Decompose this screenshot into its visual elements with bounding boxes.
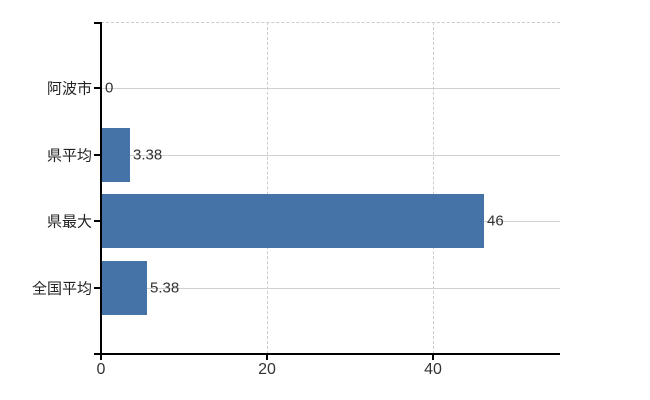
bar[interactable]: [102, 261, 147, 315]
x-gridline: [433, 22, 434, 354]
x-axis-tick-label: 40: [424, 361, 442, 378]
x-axis-tick-label: 0: [96, 361, 106, 378]
category-gridline: [101, 155, 560, 156]
x-axis-tick: [266, 354, 268, 360]
bar[interactable]: [102, 194, 484, 248]
y-axis-category-label: 県平均: [46, 147, 92, 165]
y-axis-line: [100, 22, 102, 354]
x-axis-tick: [432, 354, 434, 360]
y-axis-category-label: 県最大: [46, 213, 92, 231]
bar-value-label: 0: [105, 79, 114, 97]
category-gridline: [101, 88, 560, 89]
x-axis-tick-label: 20: [258, 361, 276, 378]
y-axis-tick: [94, 220, 101, 222]
x-gridline: [267, 22, 268, 354]
bar-value-label: 46: [487, 212, 504, 230]
bar[interactable]: [102, 128, 130, 182]
category-gridline: [101, 288, 560, 289]
x-axis-tick: [100, 354, 102, 360]
y-axis-category-label: 阿波市: [46, 80, 92, 98]
y-axis-tick: [94, 287, 101, 289]
bar-value-label: 3.38: [133, 146, 163, 164]
y-axis-category-label: 全国平均: [31, 280, 92, 298]
y-axis-tick: [94, 87, 101, 89]
plot-top-border: [101, 22, 560, 23]
bar-value-label: 5.38: [150, 279, 180, 297]
y-axis-tick: [94, 154, 101, 156]
y-axis-tick: [94, 22, 101, 24]
x-axis-line: [94, 353, 560, 355]
